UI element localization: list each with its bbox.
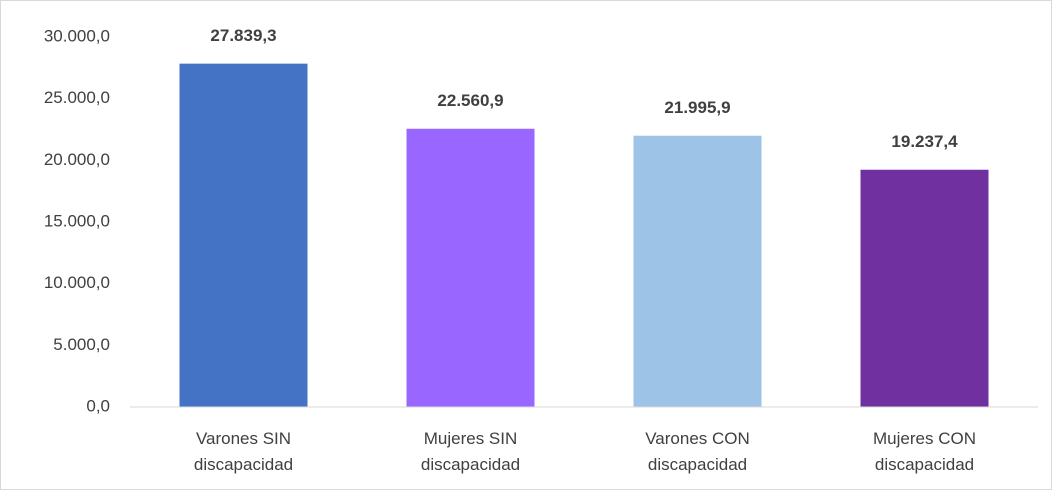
value-label: 21.995,9	[664, 98, 730, 117]
y-tick-label: 25.000,0	[44, 88, 110, 107]
x-tick-label: Mujeres SIN discapacidad	[421, 429, 520, 474]
x-tick-label-line: Varones CON	[645, 429, 750, 448]
bar	[406, 128, 535, 407]
x-tick-label-line: Varones SIN	[196, 429, 291, 448]
x-tick-label-line: Mujeres CON	[873, 429, 976, 448]
bar	[860, 169, 989, 407]
x-tick-label: Varones SIN discapacidad	[194, 429, 293, 474]
value-label: 22.560,9	[437, 91, 503, 110]
bar	[633, 135, 762, 408]
y-tick-label: 20.000,0	[44, 150, 110, 169]
y-tick-label: 5.000,0	[53, 335, 110, 354]
x-tick-label: Varones CON discapacidad	[645, 429, 750, 474]
y-tick-label: 15.000,0	[44, 211, 110, 230]
y-tick-label: 10.000,0	[44, 273, 110, 292]
x-tick-label-line: discapacidad	[194, 455, 293, 474]
x-tick-label-line: discapacidad	[875, 455, 974, 474]
x-tick-label-line: discapacidad	[648, 455, 747, 474]
value-label: 27.839,3	[210, 26, 276, 45]
x-tick-label: Mujeres CON discapacidad	[873, 429, 976, 474]
value-label: 19.237,4	[891, 132, 958, 151]
x-tick-label-line: discapacidad	[421, 455, 520, 474]
x-tick-label-line: Mujeres SIN	[424, 429, 518, 448]
y-tick-label: 0,0	[86, 396, 110, 415]
y-tick-label: 30.000,0	[44, 26, 110, 45]
bar	[179, 63, 308, 408]
